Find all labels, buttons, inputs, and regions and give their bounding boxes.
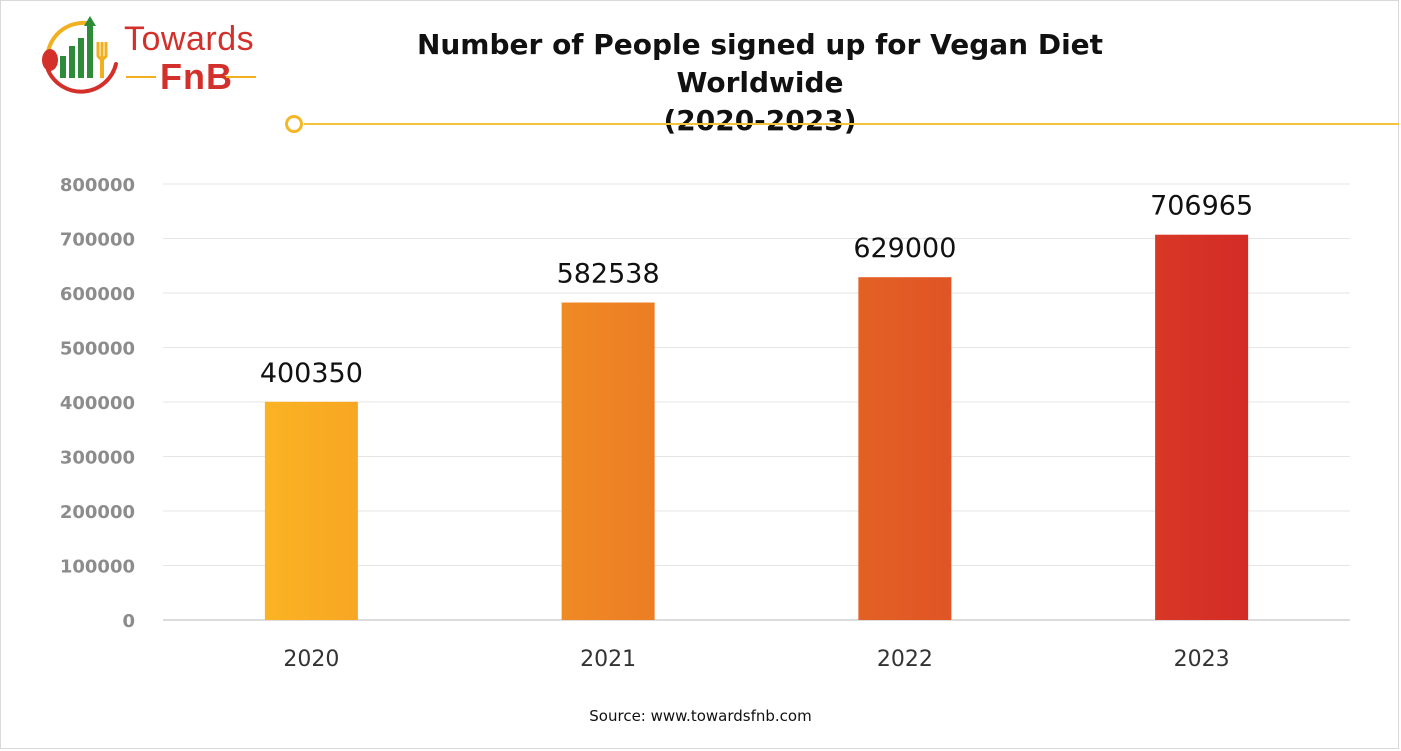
source-note: Source: www.towardsfnb.com xyxy=(589,707,812,725)
data-label-2021: 582538 xyxy=(557,259,660,290)
data-labels: 400350 582538 629000 706965 xyxy=(260,191,1253,389)
y-tick-label: 700000 xyxy=(60,230,135,251)
title-decor-dot xyxy=(285,115,303,133)
bar-2020 xyxy=(264,401,358,620)
bar-2023 xyxy=(1155,234,1249,620)
y-tick-label: 400000 xyxy=(60,393,135,414)
logo-text-fnb: FnB xyxy=(160,56,233,97)
gridlines xyxy=(163,183,1350,621)
data-label-2022: 629000 xyxy=(853,233,956,264)
logo-rule-left xyxy=(126,76,156,78)
y-tick-label: 100000 xyxy=(60,557,135,578)
bars xyxy=(264,234,1249,620)
logo-rule-right xyxy=(226,76,256,78)
y-tick-label: 0 xyxy=(122,611,135,632)
x-axis-ticks: 2020 2021 2022 2023 xyxy=(283,647,1229,672)
logo-emblem-icon xyxy=(42,16,118,94)
y-tick-label: 200000 xyxy=(60,502,135,523)
data-label-2023: 706965 xyxy=(1150,191,1253,222)
bar-chart: 0 100000 200000 300000 400000 500000 600000 700… xyxy=(60,175,1350,672)
bar-2021 xyxy=(561,302,655,620)
title-decor-line xyxy=(304,123,1399,125)
x-tick-label-2021: 2021 xyxy=(580,647,636,672)
bar-2022 xyxy=(858,277,952,620)
y-tick-label: 300000 xyxy=(60,448,135,469)
x-tick-label-2023: 2023 xyxy=(1174,647,1230,672)
y-tick-label: 600000 xyxy=(60,284,135,305)
chart-title-line-2: (2020-2023) xyxy=(663,104,857,137)
y-axis-ticks: 0 100000 200000 300000 400000 500000 600000 700… xyxy=(60,175,135,632)
x-tick-label-2022: 2022 xyxy=(877,647,933,672)
y-tick-label: 800000 xyxy=(60,175,135,196)
x-tick-label-2020: 2020 xyxy=(283,647,339,672)
towards-fnb-logo: Towards FnB xyxy=(36,12,266,102)
chart-title-line-1: Number of People signed up for Vegan Die… xyxy=(416,28,1104,99)
chart-title: Number of People signed up for Vegan Die… xyxy=(410,26,1110,140)
y-tick-label: 500000 xyxy=(60,339,135,360)
logo-text-towards: Towards xyxy=(124,20,255,58)
data-label-2020: 400350 xyxy=(260,358,363,389)
